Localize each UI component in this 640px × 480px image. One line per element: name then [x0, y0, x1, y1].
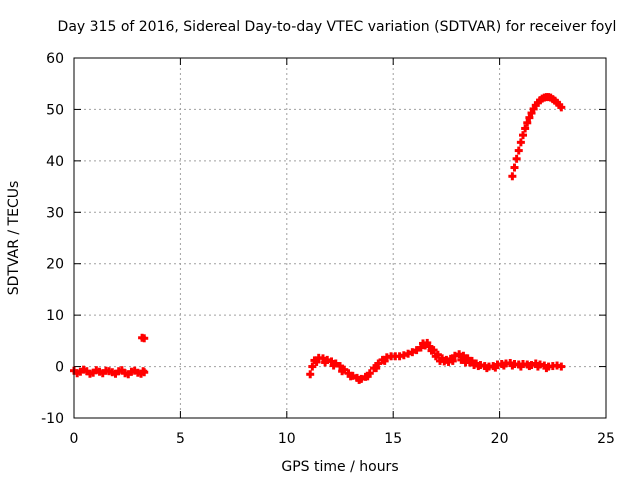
data-point: [512, 154, 521, 163]
data-point: [455, 350, 464, 359]
data-point: [308, 362, 317, 371]
data-point: [408, 348, 417, 357]
data-point: [482, 364, 491, 373]
data-point: [557, 362, 566, 371]
data-point: [499, 361, 508, 370]
y-tick-label: 30: [46, 205, 64, 221]
data-point: [306, 370, 315, 379]
y-tick-label: 50: [46, 102, 64, 118]
data-point: [399, 351, 408, 360]
data-point: [140, 334, 149, 343]
data-point: [450, 351, 459, 360]
y-tick-label: 40: [46, 154, 64, 170]
data-point: [321, 358, 330, 367]
data-point: [124, 370, 133, 379]
y-tick-label: 60: [46, 51, 64, 67]
x-tick-label: 20: [491, 431, 509, 447]
data-point: [427, 346, 436, 355]
data-point: [521, 124, 530, 133]
data-point: [404, 349, 413, 358]
data-point: [557, 103, 566, 112]
data-point: [523, 118, 532, 127]
x-tick-label: 15: [384, 431, 402, 447]
data-point: [73, 369, 82, 378]
y-tick-label: 0: [55, 360, 64, 376]
data-series-sdtvar: [70, 93, 566, 384]
data-point: [412, 346, 421, 355]
data-point: [491, 363, 500, 372]
data-point: [312, 357, 321, 366]
chart-title: Day 315 of 2016, Sidereal Day-to-day VTE…: [58, 19, 617, 35]
data-point: [79, 365, 88, 374]
data-point: [436, 356, 445, 365]
x-tick-label: 10: [278, 431, 296, 447]
data-point: [92, 366, 101, 375]
data-point: [542, 364, 551, 373]
data-point: [431, 352, 440, 361]
data-point: [516, 138, 525, 147]
data-point: [117, 366, 126, 375]
data-point: [338, 367, 347, 376]
data-point: [525, 113, 534, 122]
data-point: [525, 362, 534, 371]
data-point: [372, 364, 381, 373]
x-tick-label: 5: [176, 431, 185, 447]
data-point: [510, 163, 519, 172]
y-axis-title: SDTVAR / TECUs: [6, 181, 22, 296]
y-tick-label: 10: [46, 308, 64, 324]
y-tick-labels: -10 0 10 20 30 40 50 60: [41, 51, 64, 427]
data-point: [85, 369, 94, 378]
data-point: [461, 358, 470, 367]
data-point: [355, 375, 364, 384]
y-tick-label: -10: [41, 411, 64, 427]
data-point: [508, 172, 517, 181]
x-tick-label: 25: [597, 431, 615, 447]
data-point: [98, 369, 107, 378]
data-point: [374, 359, 383, 368]
data-point: [457, 355, 466, 364]
data-point: [105, 367, 114, 376]
data-point: [363, 372, 372, 381]
data-point: [519, 131, 528, 140]
plot-frame: [73, 57, 607, 419]
data-point: [418, 339, 427, 348]
x-axis-title: GPS time / hours: [281, 459, 398, 475]
data-point: [514, 146, 523, 155]
data-point: [470, 361, 479, 370]
data-point: [380, 356, 389, 365]
data-point: [111, 369, 120, 378]
data-point: [139, 367, 148, 376]
data-point: [533, 362, 542, 371]
data-point: [516, 362, 525, 371]
x-tick-labels: 0 5 10 15 20 25: [70, 431, 615, 447]
data-point: [508, 361, 517, 370]
y-tick-label: 20: [46, 257, 64, 273]
x-tick-label: 0: [70, 431, 79, 447]
data-point: [329, 361, 338, 370]
data-point: [346, 372, 355, 381]
data-point: [444, 357, 453, 366]
data-point: [130, 366, 139, 375]
